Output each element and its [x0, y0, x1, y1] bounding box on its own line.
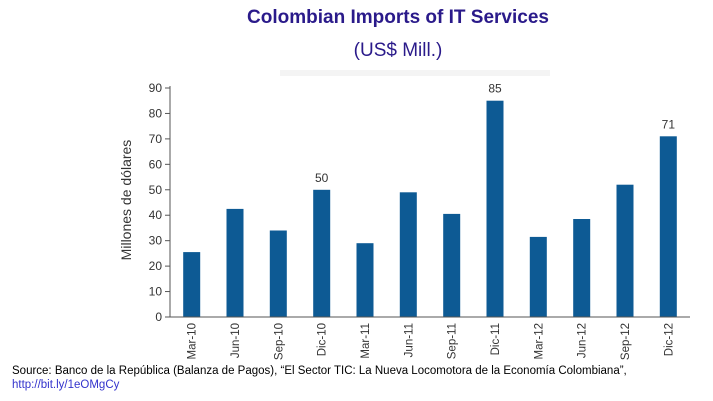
- bar-sep-11: [443, 213, 461, 317]
- source-text: Source: Banco de la República (Balanza d…: [12, 365, 627, 377]
- data-labels: 50 85 71: [315, 82, 675, 185]
- x-tick-label: Jun-11: [403, 323, 415, 357]
- y-tick-label: 80: [149, 106, 163, 120]
- y-tick-label: 20: [149, 259, 163, 273]
- y-tick-labels: 0 10 20 30 40 50 60 70 80 90: [149, 81, 163, 324]
- bar-dic-10: [313, 189, 331, 317]
- bar-chart: 0 10 20 30 40 50 60 70 80 90 Mar-10 Jun-10 Sep-10 Di…: [118, 70, 690, 360]
- bar-mar-12: [529, 236, 547, 317]
- data-label: 85: [488, 82, 502, 96]
- y-tick-label: 40: [149, 208, 163, 222]
- x-tick-label: Sep-10: [273, 323, 285, 360]
- plot-background: [280, 70, 550, 76]
- bar-sep-10: [269, 230, 287, 317]
- source-note: Source: Banco de la República (Balanza d…: [12, 364, 712, 392]
- plot-top-band: [280, 70, 550, 76]
- y-axis-label: Millones de dólares: [118, 140, 134, 261]
- bar-mar-10: [183, 252, 201, 317]
- x-tick-label: Dic-12: [663, 323, 675, 356]
- y-tick-label: 70: [149, 132, 163, 146]
- x-tick-labels: Mar-10 Jun-10 Sep-10 Dic-10 Mar-11 Jun-11 Sep-…: [187, 323, 676, 360]
- bar-mar-11: [356, 243, 374, 317]
- bar-dic-12: [659, 136, 677, 317]
- x-tick-label: Jun-12: [577, 323, 589, 358]
- chart-title: Colombian Imports of IT Services: [247, 7, 549, 28]
- bar-jun-12: [573, 219, 591, 317]
- source-link[interactable]: http://bit.ly/1eOMgCy: [12, 379, 120, 391]
- axes-group: [165, 86, 690, 318]
- y-tick-label: 90: [149, 81, 163, 95]
- x-tick-label: Sep-12: [620, 323, 632, 360]
- x-tick-label: Mar-11: [360, 323, 372, 359]
- x-tick-label: Mar-12: [533, 323, 545, 359]
- x-tick-label: Sep-11: [447, 323, 459, 359]
- x-tick-label: Dic-10: [317, 323, 329, 356]
- y-tick-label: 60: [149, 157, 163, 171]
- data-label: 71: [662, 117, 676, 131]
- x-tick-label: Jun-10: [230, 323, 242, 358]
- x-tick-label: Mar-10: [187, 323, 199, 359]
- bar-jun-11: [399, 192, 417, 317]
- bar-dic-11: [486, 100, 504, 317]
- x-tick-label: Dic-11: [490, 323, 502, 355]
- y-tick-label: 0: [155, 310, 162, 324]
- y-tick-label: 30: [149, 234, 163, 248]
- y-tick-label: 50: [149, 183, 163, 197]
- bars-group: [183, 100, 677, 317]
- bar-jun-10: [226, 208, 244, 317]
- chart-subtitle: (US$ Mill.): [353, 40, 443, 61]
- y-tick-label: 10: [149, 285, 163, 299]
- bar-sep-12: [616, 184, 634, 317]
- data-label: 50: [315, 171, 329, 185]
